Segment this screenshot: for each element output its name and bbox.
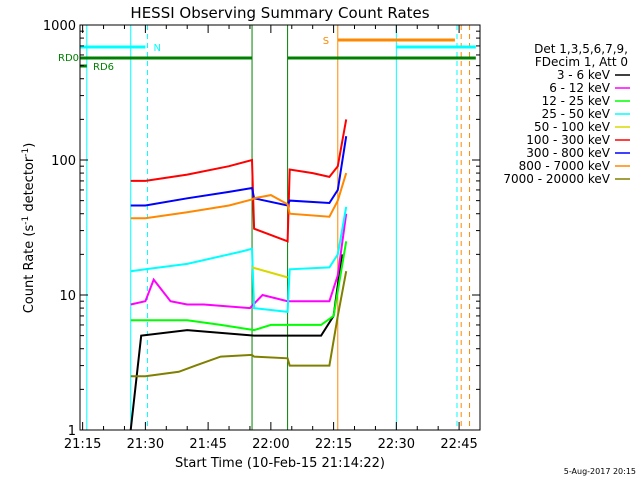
series-line-7 <box>130 172 348 220</box>
series-line-5 <box>130 119 348 243</box>
legend-label-4: 50 - 100 keV <box>534 120 611 134</box>
x-tick-label-5: 22:30 <box>378 437 415 452</box>
y-label-end: ) <box>22 143 37 148</box>
legend-label-3: 25 - 50 keV <box>542 107 611 121</box>
x-axis-label: Start Time (10-Feb-15 21:14:22) <box>175 456 385 471</box>
chart-title: HESSI Observing Summary Count Rates <box>130 4 429 22</box>
legend-label-6: 300 - 800 keV <box>526 146 610 160</box>
data-marks: N S RD0 RD6 <box>58 25 476 431</box>
legend-label-2: 12 - 25 keV <box>542 94 611 108</box>
x-tick-label-0: 21:15 <box>64 437 101 452</box>
y-axis: 1 10 100 1000 <box>43 19 480 439</box>
legend-label-8: 7000 - 20000 keV <box>503 172 610 186</box>
y-tick-label-3: 1000 <box>43 19 76 34</box>
footer-date: 5-Aug-2017 20:15 <box>564 467 636 476</box>
y-label-mid: detector <box>22 156 37 216</box>
x-tick-label-6: 22:45 <box>440 437 477 452</box>
series-line-4 <box>251 266 288 279</box>
legend-title-line-1: Det 1,3,5,6,7,9, <box>534 42 628 56</box>
legend-label-7: 800 - 7000 keV <box>519 159 611 173</box>
flag-label-s: S <box>323 36 329 47</box>
series-line-2 <box>130 241 348 332</box>
flag-label-n: N <box>153 43 160 54</box>
x-tick-label-1: 21:30 <box>127 437 164 452</box>
series-line-3 <box>130 206 348 314</box>
flag-label-rd6: RD6 <box>93 62 114 73</box>
y-tick-label-2: 100 <box>51 154 76 169</box>
plot-frame <box>79 24 481 431</box>
legend-label-1: 6 - 12 keV <box>549 81 611 95</box>
x-tick-label-4: 22:15 <box>315 437 352 452</box>
series-line-8 <box>130 271 348 378</box>
y-tick-label-0: 1 <box>68 424 76 439</box>
y-label-sup-2: -1 <box>21 148 31 157</box>
x-tick-label-3: 22:00 <box>252 437 289 452</box>
y-tick-label-1: 10 <box>59 289 76 304</box>
series-line-0 <box>129 254 343 431</box>
legend-label-0: 3 - 6 keV <box>557 68 611 82</box>
legend-label-5: 100 - 300 keV <box>526 133 610 147</box>
y-label-main: Count Rate (s <box>22 225 37 314</box>
y-axis-label: Count Rate (s-1 detector-1) <box>21 143 37 314</box>
flag-label-rd0: RD0 <box>58 53 79 64</box>
legend: Det 1,3,5,6,7,9, FDecim 1, Att 0 3 - 6 k… <box>503 42 630 186</box>
x-axis: 21:15 21:30 21:45 22:00 22:15 22:30 22:45 <box>64 25 481 452</box>
legend-title-line-2: FDecim 1, Att 0 <box>535 55 628 69</box>
series-line-1 <box>130 213 348 310</box>
y-label-sup-1: -1 <box>21 216 31 225</box>
x-tick-label-2: 21:45 <box>189 437 226 452</box>
